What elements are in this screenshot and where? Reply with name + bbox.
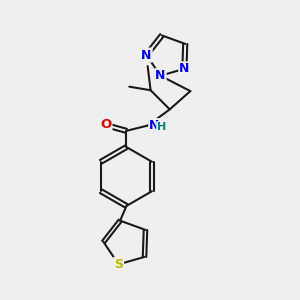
Text: N: N [155, 69, 166, 82]
Text: S: S [114, 258, 123, 271]
Text: N: N [141, 49, 152, 62]
Text: H: H [157, 122, 166, 132]
Text: O: O [100, 118, 112, 131]
Text: N: N [149, 119, 160, 132]
Text: N: N [179, 62, 190, 75]
